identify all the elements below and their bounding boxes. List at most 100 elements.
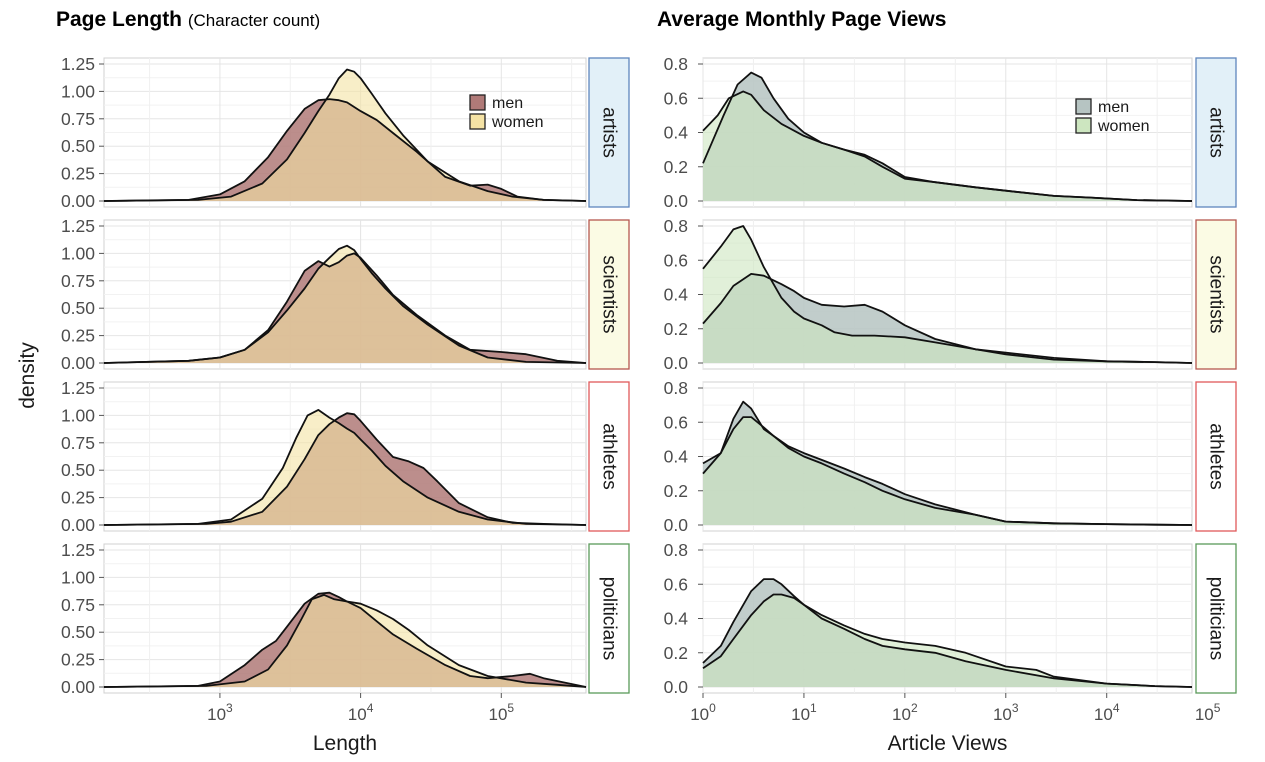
density-area-women <box>104 409 586 525</box>
y-tick-label: 0.0 <box>664 353 689 373</box>
facet-strip-box <box>588 57 630 208</box>
x-axis-title: Length <box>313 732 377 755</box>
legend: men women <box>469 94 544 131</box>
y-tick-label: 0.6 <box>664 250 688 270</box>
density-line-men <box>103 98 587 202</box>
legend-swatch-women <box>1075 117 1092 134</box>
legend-label-women: women <box>1097 118 1150 135</box>
facet-strip-label: scientists <box>599 255 620 333</box>
facet-strip-box <box>1195 219 1237 370</box>
y-tick-label: 0.4 <box>664 609 689 629</box>
x-tick-label: 104 <box>1094 701 1120 724</box>
facet-strip-label: athletes <box>599 423 620 490</box>
y-tick-label: 0.4 <box>664 285 689 305</box>
y-tick-label: 1.00 <box>61 81 95 101</box>
y-tick-label: 0.0 <box>664 677 689 697</box>
legend-swatch-women <box>469 113 486 130</box>
density-area-women <box>104 594 586 687</box>
facet-strip-politicians: politicians <box>1195 543 1237 694</box>
density-line-men <box>702 578 1193 688</box>
y-tick-label: 1.00 <box>61 405 95 425</box>
y-tick-label: 0.25 <box>61 650 95 670</box>
panel-length-athletes: 0.00 0.25 0.50 0.75 1.00 1.25 athletes <box>61 378 630 535</box>
y-tick-label: 1.25 <box>61 216 95 236</box>
y-tick-label: 0.6 <box>664 574 688 594</box>
facet-strip-box <box>1195 381 1237 532</box>
density-line-women <box>702 416 1193 526</box>
y-tick-label: 0.00 <box>61 677 95 697</box>
density-line-men <box>103 412 587 526</box>
facet-strip-athletes: athletes <box>1195 381 1237 532</box>
legend-label-men: men <box>1098 99 1129 116</box>
x-tick-label: 103 <box>993 701 1019 724</box>
y-tick-label: 0.2 <box>664 643 688 663</box>
panel-views-politicians: 0.0 0.2 0.4 0.6 0.8 politicians 100 101 102 103 10… <box>664 540 1237 724</box>
left-chart-title: Page Length (Character count) <box>56 8 320 32</box>
facet-strip-label: politicians <box>1206 577 1227 660</box>
panel-length-politicians: 0.00 0.25 0.50 0.75 1.00 1.25 politicians 103 10… <box>61 540 630 724</box>
facet-strip-artists: artists <box>1195 57 1237 208</box>
y-tick-label: 0.0 <box>664 191 689 211</box>
panel-length-artists: 0.00 0.25 0.50 0.75 1.00 1.25 artists <box>61 54 630 211</box>
density-area-women <box>104 245 586 363</box>
facet-strip-label: artists <box>599 107 620 158</box>
x-tick-label: 102 <box>892 701 918 724</box>
legend-label-women: women <box>491 114 544 131</box>
x-tick-label: 101 <box>791 701 817 724</box>
density-area-women <box>703 417 1192 525</box>
facet-strip-label: politicians <box>599 577 620 660</box>
y-tick-label: 0.00 <box>61 353 95 373</box>
facet-strip-scientists: scientists <box>588 219 630 370</box>
legend-label-men: men <box>492 95 523 112</box>
y-tick-label: 0.4 <box>664 447 689 467</box>
y-tick-label: 0.50 <box>61 298 95 318</box>
facet-strip-artists: artists <box>588 57 630 208</box>
density-line-women <box>702 90 1193 202</box>
density-line-women <box>702 593 1193 688</box>
y-tick-label: 0.6 <box>664 412 688 432</box>
y-tick-label: 0.50 <box>61 460 95 480</box>
facet-strip-label: scientists <box>1206 255 1227 333</box>
y-tick-label: 0.8 <box>664 378 688 398</box>
x-tick-label: 103 <box>207 701 233 724</box>
y-tick-label: 0.0 <box>664 515 689 535</box>
y-tick-label: 0.2 <box>664 319 688 339</box>
facet-strip-politicians: politicians <box>588 543 630 694</box>
x-tick-label: 100 <box>690 701 716 724</box>
y-tick-label: 0.50 <box>61 622 95 642</box>
y-tick-label: 0.25 <box>61 164 95 184</box>
facet-strip-box <box>588 543 630 694</box>
density-area-women <box>104 69 586 201</box>
legend-swatch-men <box>1075 98 1092 115</box>
y-tick-label: 1.25 <box>61 378 95 398</box>
legend: men women <box>1075 98 1150 135</box>
y-tick-label: 0.25 <box>61 326 95 346</box>
panel-length-scientists: 0.00 0.25 0.50 0.75 1.00 1.25 scientists <box>61 216 630 373</box>
right-chart-title: Average Monthly Page Views <box>657 8 947 31</box>
y-tick-label: 0.8 <box>664 540 688 560</box>
y-tick-label: 0.6 <box>664 88 688 108</box>
facet-strip-box <box>588 381 630 532</box>
y-tick-label: 1.25 <box>61 540 95 560</box>
y-tick-label: 0.00 <box>61 191 95 211</box>
facet-strip-label: athletes <box>1206 423 1227 490</box>
density-line-women <box>103 594 587 688</box>
facet-strip-box <box>588 219 630 370</box>
left-chart-title-text: Page Length <box>56 8 183 31</box>
density-area-women <box>703 91 1192 201</box>
panel-views-athletes: 0.0 0.2 0.4 0.6 0.8 athletes <box>664 378 1237 535</box>
y-tick-label: 0.75 <box>61 271 95 291</box>
panel-views-artists: 0.0 0.2 0.4 0.6 0.8 artists <box>664 54 1237 211</box>
x-axis-title: Article Views <box>888 732 1008 755</box>
y-tick-label: 0.00 <box>61 515 95 535</box>
y-tick-label: 0.75 <box>61 109 95 129</box>
left-chart-subtitle: (Character count) <box>187 11 321 30</box>
facet-strip-athletes: athletes <box>588 381 630 532</box>
y-tick-label: 0.2 <box>664 481 688 501</box>
y-tick-label: 1.25 <box>61 54 95 74</box>
y-axis-title: density <box>16 342 39 409</box>
y-tick-label: 0.8 <box>664 54 688 74</box>
y-tick-label: 0.25 <box>61 488 95 508</box>
facet-strip-label: artists <box>1206 107 1227 158</box>
